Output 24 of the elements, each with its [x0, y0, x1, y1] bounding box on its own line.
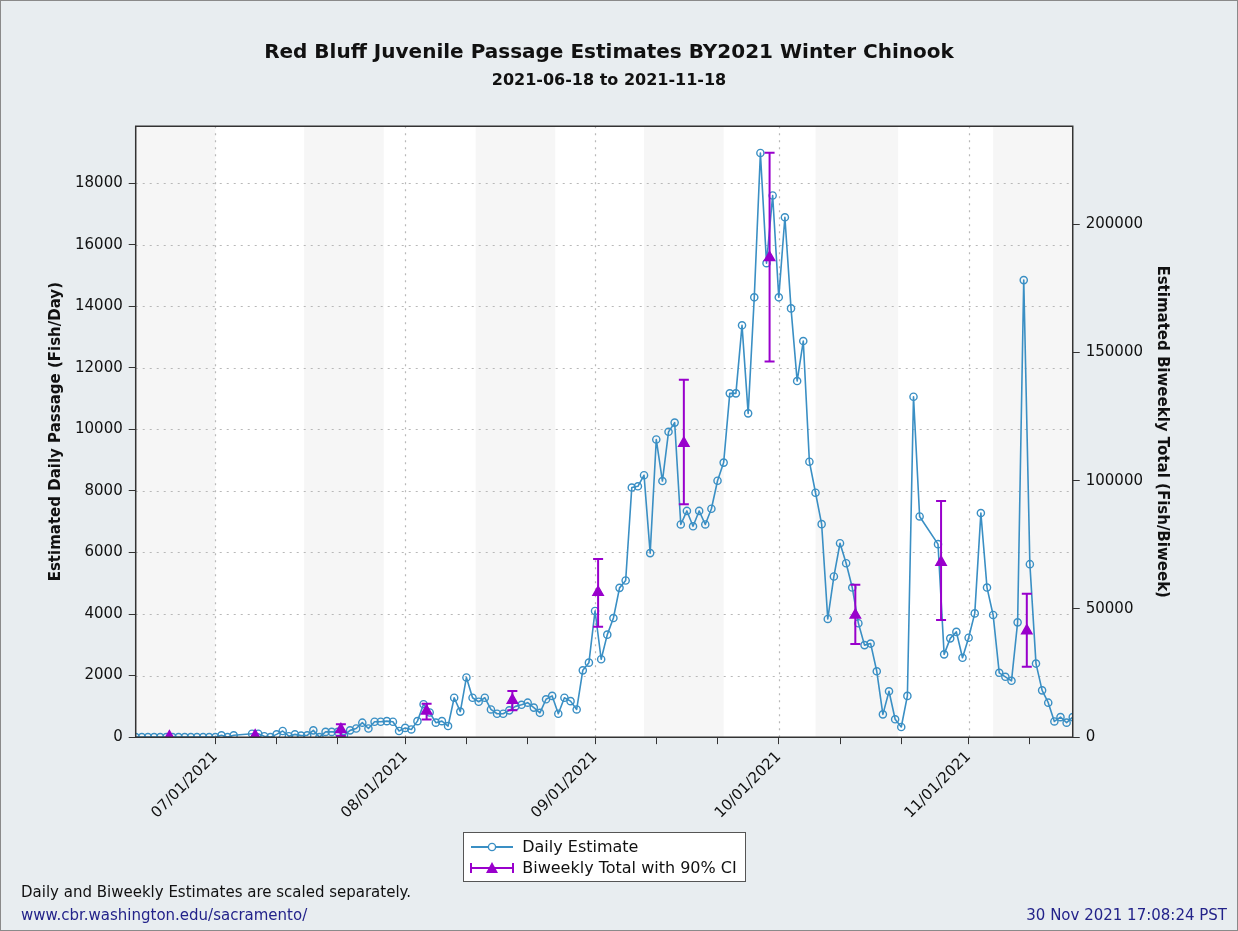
- y-tick-label: 10000: [75, 419, 123, 438]
- text: www.cbr.washington.edu/sacramento/: [21, 906, 308, 924]
- chart-title: Red Bluff Juvenile Passage Estimates BY2021 Winter Chinook: [264, 39, 955, 64]
- y-tick-label: 4000: [84, 603, 123, 622]
- y-tick-label: 6000: [84, 542, 123, 561]
- y-tick-label: 14000: [75, 296, 123, 315]
- y-tick-label: 2000: [84, 665, 123, 684]
- legend-label: Biweekly Total with 90% CI: [522, 858, 737, 878]
- y-axis-title: Estimated Daily Passage (Fish/Day): [45, 282, 64, 582]
- y2-tick-label: 150000: [1085, 342, 1143, 361]
- y-tick-label: 16000: [75, 234, 123, 253]
- y2-tick-label: 50000: [1085, 598, 1134, 617]
- y-tick-label: 8000: [84, 480, 123, 499]
- chart-subtitle: 2021-06-18 to 2021-11-18: [491, 69, 727, 89]
- y2-tick-label: 0: [1085, 727, 1096, 746]
- y-tick-label: 12000: [75, 357, 123, 376]
- text: Daily and Biweekly Estimates are scaled separately.: [21, 883, 412, 901]
- y-tick-label: 18000: [75, 173, 123, 192]
- y-tick-label: 0: [113, 727, 123, 746]
- legend-label: Daily Estimate: [522, 837, 639, 857]
- text: 30 Nov 2021 17:08:24 PST: [1026, 906, 1227, 924]
- y2-axis-title: Estimated Biweekly Total (Fish/Biweek): [1154, 265, 1173, 598]
- y2-tick-label: 100000: [1085, 470, 1143, 489]
- y2-tick-label: 200000: [1085, 214, 1143, 233]
